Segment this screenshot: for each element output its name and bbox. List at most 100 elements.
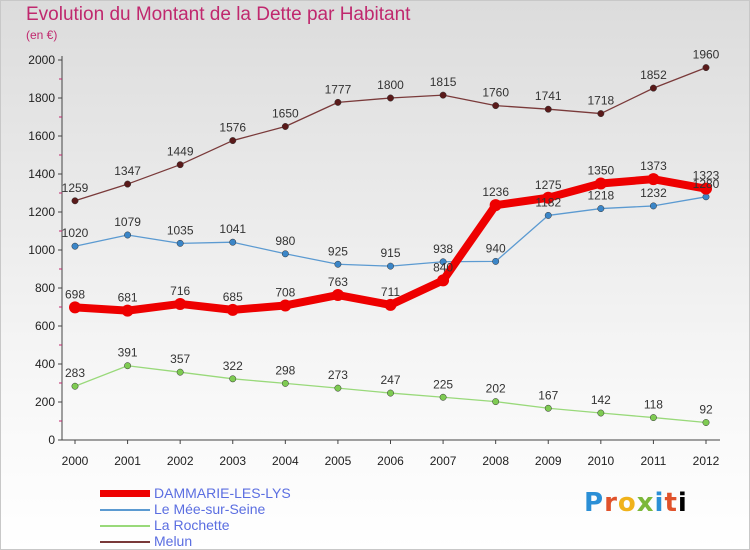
data-point	[702, 64, 710, 72]
chart-title: Evolution du Montant de la Dette par Hab…	[26, 4, 411, 25]
data-point	[702, 419, 710, 426]
data-label: 1760	[482, 86, 509, 100]
data-label: 1373	[640, 159, 667, 173]
x-tick-label: 2001	[114, 454, 141, 468]
x-tick-label: 2008	[482, 454, 509, 468]
data-label: 1218	[587, 189, 614, 203]
data-point	[384, 298, 397, 311]
data-label: 1800	[377, 78, 404, 92]
data-label: 840	[433, 260, 453, 274]
data-point	[597, 110, 605, 118]
data-label: 1236	[482, 185, 509, 199]
y-tick-label: 1400	[28, 167, 55, 181]
data-point	[489, 199, 502, 212]
data-label: 247	[380, 373, 400, 387]
data-label: 391	[118, 346, 138, 360]
data-label: 685	[223, 290, 243, 304]
x-tick-label: 2006	[377, 454, 404, 468]
data-point	[492, 257, 500, 265]
data-point	[229, 137, 237, 145]
data-point	[226, 303, 239, 316]
proxiti-logo: Proxiti	[584, 488, 688, 518]
data-label: 915	[380, 246, 400, 260]
y-tick-label: 1200	[28, 205, 55, 219]
data-point	[544, 404, 552, 412]
legend-swatch	[100, 541, 150, 543]
data-point	[439, 258, 447, 266]
data-label: 1035	[167, 223, 194, 237]
data-point	[281, 123, 289, 130]
y-tick-label: 600	[35, 319, 55, 333]
data-label: 92	[699, 403, 713, 417]
x-tick-label: 2005	[325, 454, 352, 468]
data-point	[334, 260, 342, 268]
data-label: 1718	[587, 94, 614, 108]
data-label: 925	[328, 244, 348, 258]
data-point	[334, 98, 342, 106]
y-tick-label: 1800	[28, 91, 55, 105]
legend-swatch	[100, 509, 150, 511]
data-label: 1449	[167, 145, 194, 159]
data-point	[71, 197, 79, 205]
data-label: 1259	[62, 181, 89, 195]
x-tick-label: 2002	[167, 454, 194, 468]
data-label: 980	[275, 234, 295, 248]
legend-label: La Rochette	[154, 517, 230, 533]
data-label: 1815	[430, 75, 457, 89]
data-point	[387, 94, 394, 102]
data-point	[124, 362, 132, 370]
data-label: 273	[328, 368, 348, 382]
data-point	[597, 205, 605, 213]
data-point	[492, 398, 500, 406]
data-label: 1350	[587, 164, 614, 178]
data-label: 1576	[219, 121, 246, 135]
data-point	[439, 91, 447, 99]
data-label: 118	[644, 398, 663, 412]
data-point	[279, 299, 292, 312]
data-label: 763	[328, 275, 348, 289]
data-point	[281, 250, 289, 258]
x-tick-label: 2011	[641, 454, 667, 468]
data-point	[649, 414, 657, 422]
data-point	[124, 180, 132, 188]
y-tick-label: 0	[48, 433, 55, 447]
data-point	[387, 262, 394, 270]
data-label: 708	[275, 285, 295, 299]
data-label: 698	[65, 287, 85, 301]
data-point	[229, 238, 237, 246]
data-label: 1280	[693, 177, 720, 191]
chart-subtitle: (en €)	[26, 28, 58, 42]
data-label: 357	[170, 352, 190, 366]
data-label: 1232	[640, 186, 667, 200]
y-tick-label: 800	[35, 281, 55, 295]
data-point	[334, 384, 342, 392]
x-tick-label: 2007	[430, 454, 457, 468]
data-point	[649, 202, 657, 210]
y-tick-label: 200	[35, 395, 55, 409]
data-point	[176, 161, 184, 169]
data-point	[124, 231, 132, 239]
data-label: 1079	[114, 215, 141, 229]
data-label: 202	[486, 382, 506, 396]
data-point	[176, 368, 184, 376]
data-label: 1741	[535, 89, 562, 103]
data-label: 322	[223, 359, 243, 373]
data-label: 716	[170, 284, 190, 298]
data-point	[597, 409, 605, 417]
data-point	[649, 84, 657, 92]
data-label: 1852	[640, 68, 667, 82]
x-tick-label: 2003	[219, 454, 246, 468]
legend-label: Le Mée-sur-Seine	[154, 501, 266, 517]
data-label: 298	[275, 363, 295, 377]
data-point	[229, 375, 237, 383]
data-point	[176, 239, 184, 247]
data-label: 711	[381, 285, 400, 299]
data-point	[174, 297, 187, 310]
data-point	[700, 182, 712, 195]
data-point	[542, 191, 555, 204]
x-tick-label: 2010	[587, 454, 614, 468]
data-label: 1960	[693, 48, 720, 62]
data-point	[492, 102, 500, 110]
